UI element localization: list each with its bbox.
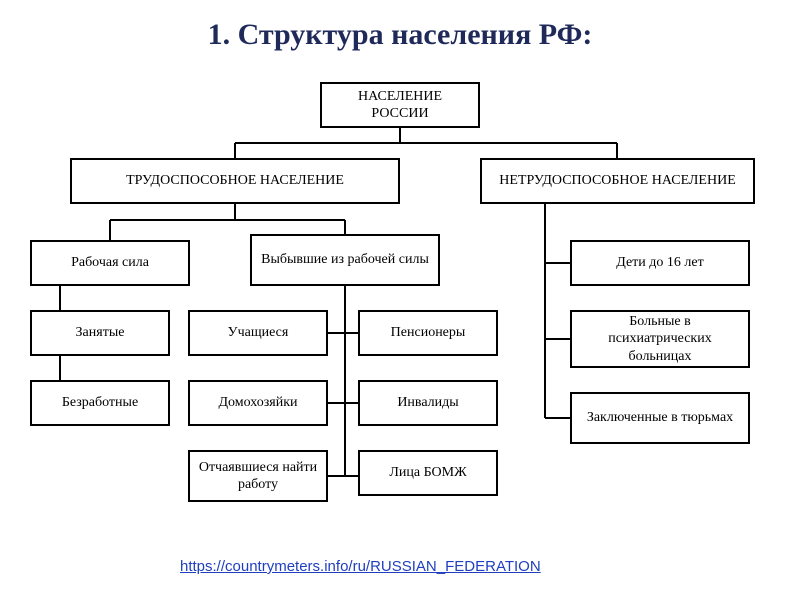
node-unable: НЕТРУДОСПОСОБНОЕ НАСЕЛЕНИЕ bbox=[480, 158, 755, 204]
node-exited: Выбывшие из рабочей силы bbox=[250, 234, 440, 286]
node-prisoners: Заключенные в тюрьмах bbox=[570, 392, 750, 444]
node-pensioners: Пенсионеры bbox=[358, 310, 498, 356]
node-able: ТРУДОСПОСОБНОЕ НАСЕЛЕНИЕ bbox=[70, 158, 400, 204]
source-link[interactable]: https://countrymeters.info/ru/RUSSIAN_FE… bbox=[180, 558, 541, 575]
node-students: Учащиеся bbox=[188, 310, 328, 356]
node-housewives: Домохозяйки bbox=[188, 380, 328, 426]
page-title: 1. Структура населения РФ: bbox=[0, 18, 800, 52]
node-children: Дети до 16 лет bbox=[570, 240, 750, 286]
node-patients: Больные в психиатрических больницах bbox=[570, 310, 750, 368]
node-root: НАСЕЛЕНИЕ РОССИИ bbox=[320, 82, 480, 128]
node-employed: Занятые bbox=[30, 310, 170, 356]
node-unemployed: Безработные bbox=[30, 380, 170, 426]
node-homeless: Лица БОМЖ bbox=[358, 450, 498, 496]
node-disabled: Инвалиды bbox=[358, 380, 498, 426]
node-labor: Рабочая сила bbox=[30, 240, 190, 286]
node-discouraged: Отчаявшиеся найти работу bbox=[188, 450, 328, 502]
